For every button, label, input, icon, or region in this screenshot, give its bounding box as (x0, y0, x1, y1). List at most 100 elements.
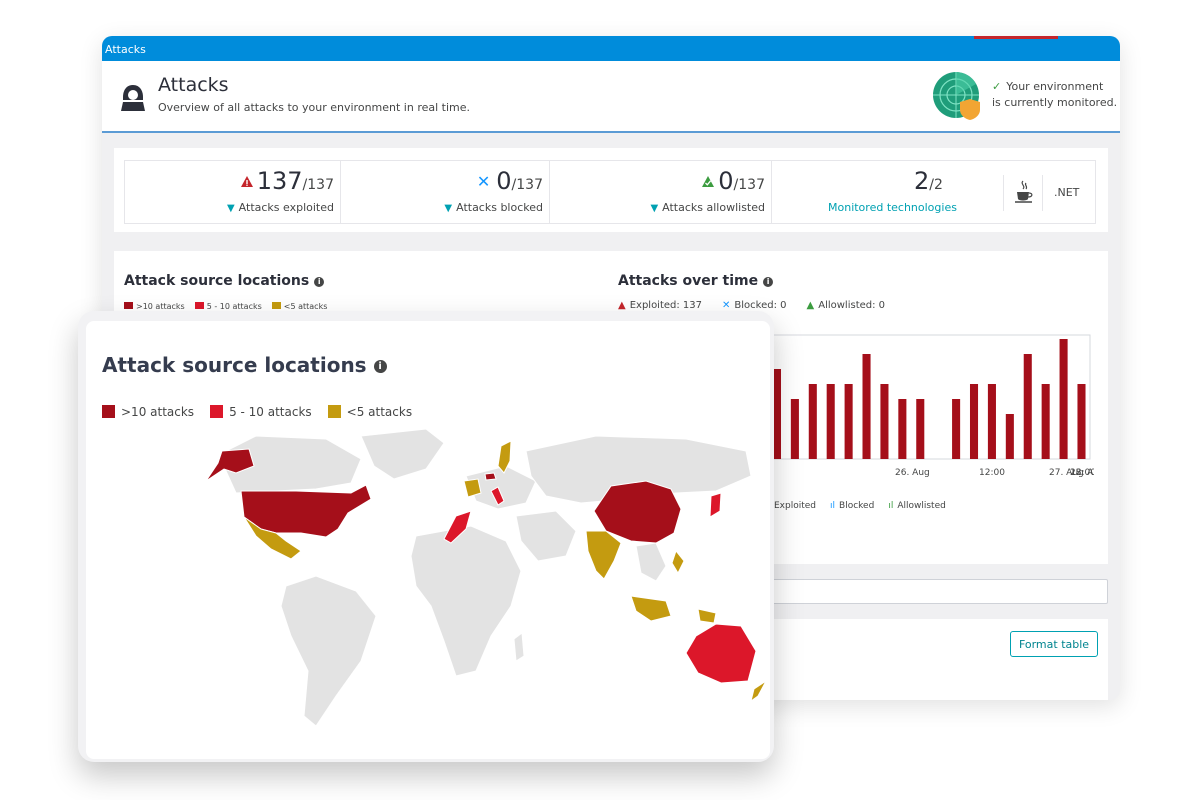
map-india (585, 530, 622, 580)
kpi-row: 137/137 ▼ Attacks exploited ✕ 0/137 ▼ Attac… (124, 160, 1096, 224)
chart-bar (969, 384, 979, 459)
legend-exploited: ▲ Exploited: 137 (618, 300, 703, 311)
kpi-blocked-total: /137 (511, 177, 543, 193)
chart-bar (808, 384, 817, 459)
time-section-title-text: Attacks over time (618, 273, 759, 289)
map-card-title: Attack source locations i (102, 353, 387, 377)
map-canada (225, 435, 362, 494)
series-allowlisted[interactable]: ıl Allowlisted (888, 501, 946, 511)
map-png (697, 608, 717, 624)
allowlist-triangle-icon (702, 176, 715, 187)
title-bar-accent (974, 36, 1058, 39)
filter-icon: ▼ (226, 203, 235, 214)
map-russia-asia (525, 435, 752, 504)
map-philippines (671, 549, 685, 575)
chart-bar (844, 384, 853, 459)
world-map (205, 428, 766, 727)
kpi-tech-value: 2 (914, 167, 930, 195)
page-header: Attacks Overview of all attacks to your … (102, 61, 1120, 133)
legend-item: >10 attacks (102, 405, 194, 419)
legend-label: 5 - 10 attacks (206, 302, 262, 311)
legend-label: >10 attacks (121, 405, 195, 419)
info-icon[interactable]: i (763, 277, 774, 287)
map-zoom-card: Attack source locations i >10 attacks 5 -… (78, 311, 774, 762)
chart-bar (1059, 339, 1068, 459)
chart-x-tick-label: 28. Aug (1070, 468, 1094, 478)
kpi-exploited-total: /137 (302, 177, 334, 193)
map-greenland (360, 428, 445, 480)
map-middle-east (515, 510, 577, 562)
legend-label: <5 attacks (283, 302, 328, 311)
legend-item: 5 - 10 attacks (210, 405, 312, 419)
chart-bar (1023, 354, 1032, 459)
map-japan (709, 492, 722, 518)
legend-item: <5 attacks (327, 405, 412, 419)
map-legend-small: >10 attacks 5 - 10 attacks <5 attacks (124, 302, 327, 311)
java-cup-icon (1015, 180, 1033, 203)
kpi-allowlisted[interactable]: 0/137 ▼ Attacks allowlisted (550, 161, 772, 223)
warning-triangle-icon (240, 176, 253, 187)
java-technology[interactable] (1003, 175, 1043, 211)
time-legend: ▲ Exploited: 137 ✕ Blocked: 0 ▲ Allowlisted… (618, 300, 885, 311)
kpi-panel: 137/137 ▼ Attacks exploited ✕ 0/137 ▼ Attac… (114, 148, 1108, 232)
kpi-exploited-label: Attacks exploited (238, 201, 334, 214)
legend-blocked: ✕ Blocked: 0 (722, 300, 787, 311)
page-subtitle: Overview of all attacks to your environm… (158, 101, 471, 114)
map-africa (410, 525, 522, 677)
title-bar: Attacks (102, 36, 1120, 61)
chart-bar (987, 384, 996, 459)
kpi-exploited[interactable]: 137/137 ▼ Attacks exploited (125, 161, 341, 223)
kpi-allowlisted-label: Attacks allowlisted (662, 201, 765, 214)
legend-allowlisted: ▲ Allowlisted: 0 (806, 300, 886, 311)
map-zoom-card-inner: Attack source locations i >10 attacks 5 -… (86, 321, 770, 759)
monitored-technologies-link[interactable]: Monitored technologies (828, 201, 957, 214)
net-technology[interactable]: .NET (1054, 186, 1080, 199)
monitoring-status: ✓ Your environment is currently monitored… (992, 79, 1117, 111)
series-blocked[interactable]: ıl Blocked (830, 501, 875, 511)
chart-bar (898, 399, 907, 459)
kpi-blocked-label: Attacks blocked (456, 201, 543, 214)
time-section-title: Attacks over time i (618, 273, 774, 289)
chart-x-tick-label: 27. Aug (1049, 468, 1084, 478)
status-line-1: Your environment (1006, 80, 1104, 93)
kpi-allowlisted-total: /137 (733, 177, 765, 193)
info-icon[interactable]: i (373, 360, 387, 373)
legend-label: >10 attacks (136, 302, 185, 311)
chart-bar (790, 399, 799, 459)
map-mexico (243, 516, 302, 560)
map-czech (484, 472, 497, 481)
kpi-allowlisted-value: 0 (718, 167, 734, 195)
series-exploited[interactable]: Exploited (774, 501, 817, 511)
map-new-zealand (750, 680, 766, 703)
chart-bar (826, 384, 835, 459)
map-card-title-text: Attack source locations (102, 353, 367, 377)
check-icon: ✓ (992, 80, 1002, 93)
chart-bar (1077, 384, 1086, 459)
map-madagascar (513, 632, 525, 662)
chart-bar (952, 399, 961, 459)
map-mainland-se-asia (635, 542, 667, 582)
info-icon[interactable]: i (314, 277, 325, 287)
page-title: Attacks (158, 74, 229, 96)
cross-icon: ✕ (476, 172, 491, 191)
chart-x-tick-label: 12:00 (1070, 468, 1094, 478)
chart-series-legend: Exploited ıl Blocked ıl Allowlisted (774, 501, 946, 511)
chart-x-tick-label: 12:00 (979, 468, 1005, 478)
legend-label: Blocked: 0 (734, 300, 787, 311)
map-italy (490, 486, 505, 506)
map-card-legend: >10 attacks 5 - 10 attacks <5 attacks (102, 405, 412, 419)
kpi-blocked-value: 0 (496, 167, 512, 195)
chart-bar (862, 354, 871, 459)
legend-label: 5 - 10 attacks (229, 405, 312, 419)
hacker-icon (121, 85, 145, 111)
chart-x-tick-label: 26. Aug (895, 468, 930, 478)
map-south-america (280, 575, 377, 727)
format-table-button[interactable]: Format table (1010, 631, 1098, 657)
chart-bar (1005, 414, 1014, 459)
chart-bar (880, 384, 889, 459)
map-alaska (205, 448, 255, 482)
radar-shield-icon (933, 72, 980, 120)
kpi-blocked[interactable]: ✕ 0/137 ▼ Attacks blocked (341, 161, 550, 223)
map-section-title-text: Attack source locations (124, 273, 310, 289)
map-section-title: Attack source locations i (124, 273, 325, 289)
